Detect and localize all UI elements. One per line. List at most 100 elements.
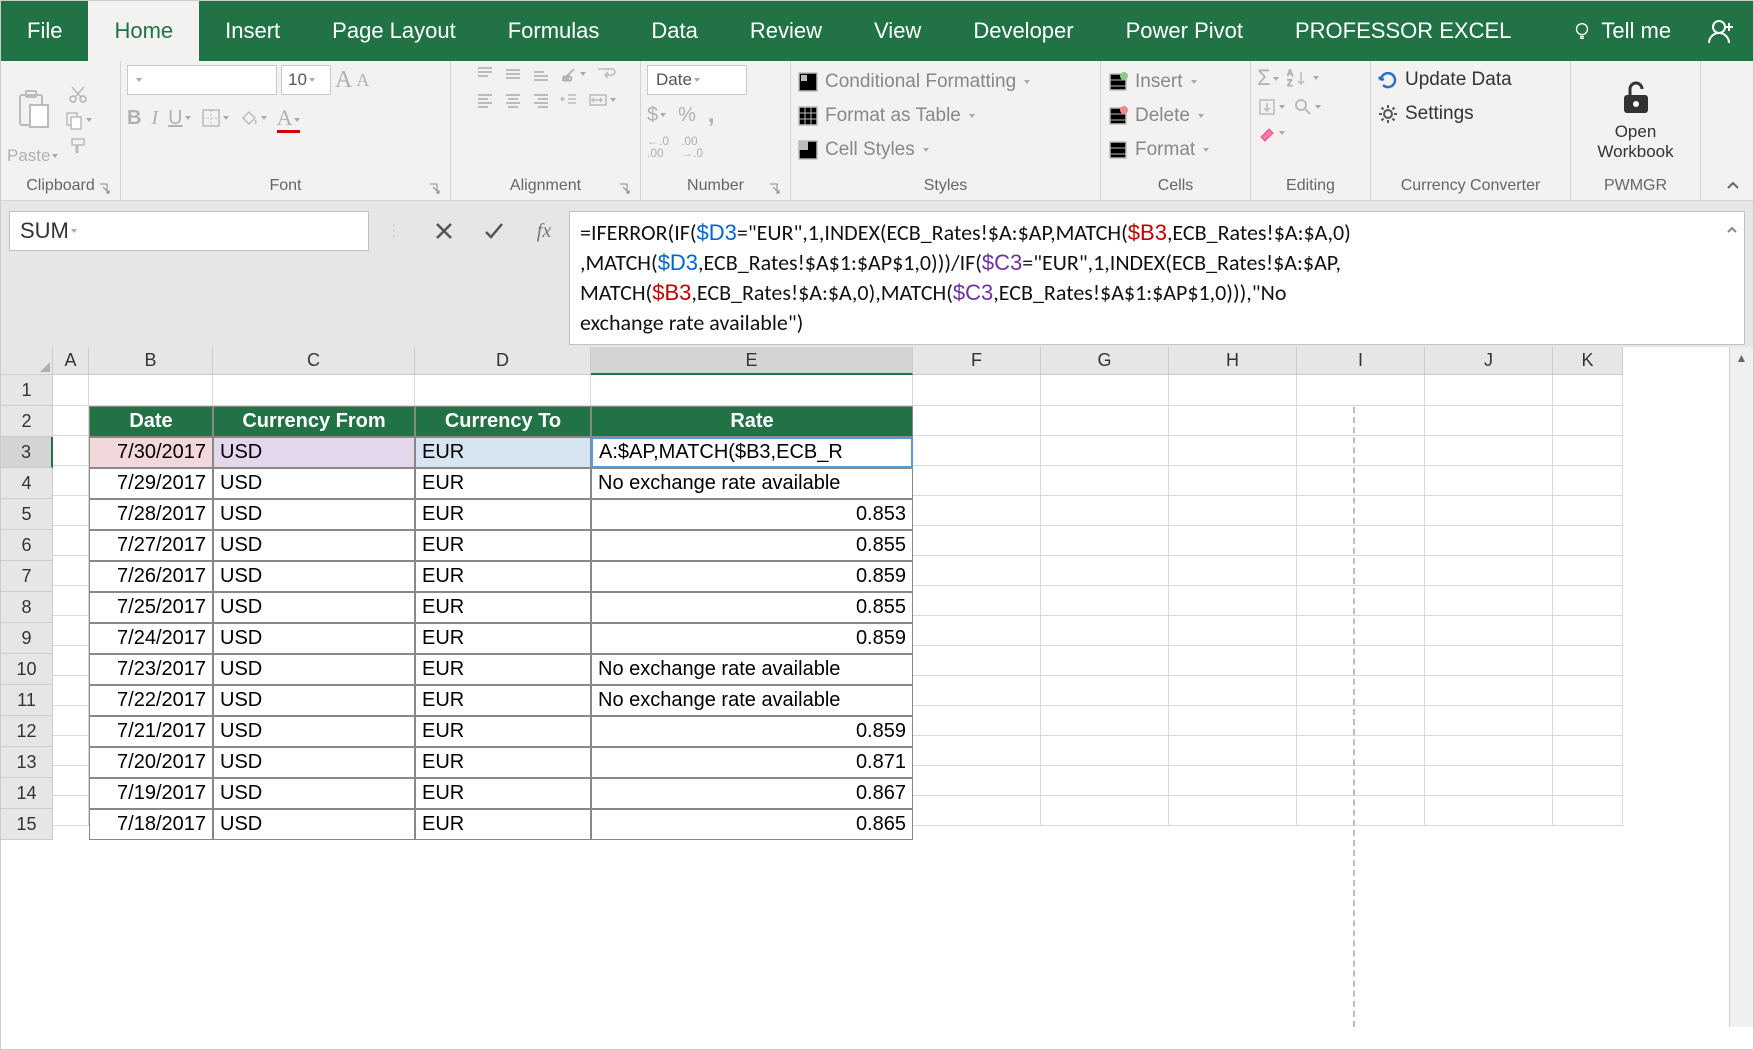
currency-format-button[interactable]: $ xyxy=(647,104,666,127)
cell-E7[interactable]: 0.859 xyxy=(591,561,913,592)
table-header-date[interactable]: Date xyxy=(89,406,213,437)
cell-D11[interactable]: EUR xyxy=(415,685,591,716)
cell-E12[interactable]: 0.859 xyxy=(591,716,913,747)
row-header-7[interactable]: 7 xyxy=(1,561,53,592)
find-button[interactable] xyxy=(1293,97,1321,117)
autosum-button[interactable]: Σ xyxy=(1257,65,1279,91)
cell-C9[interactable]: USD xyxy=(213,623,415,654)
font-name-selector[interactable] xyxy=(127,65,277,95)
column-header-I[interactable]: I xyxy=(1297,347,1425,375)
align-bottom-button[interactable] xyxy=(532,65,550,83)
row-header-6[interactable]: 6 xyxy=(1,530,53,561)
increase-decimal-button[interactable]: ←.0.00 xyxy=(647,135,669,159)
cell-E5[interactable]: 0.853 xyxy=(591,499,913,530)
sort-filter-button[interactable]: AZ xyxy=(1287,68,1319,88)
cell-D12[interactable]: EUR xyxy=(415,716,591,747)
row-header-14[interactable]: 14 xyxy=(1,778,53,809)
open-workbook-button[interactable]: Open Workbook xyxy=(1597,77,1673,162)
column-header-E[interactable]: E xyxy=(591,347,913,375)
cell-E13[interactable]: 0.871 xyxy=(591,747,913,778)
column-header-F[interactable]: F xyxy=(913,347,1041,375)
row-header-15[interactable]: 15 xyxy=(1,809,53,840)
conditional-formatting-button[interactable]: Conditional Formatting xyxy=(797,65,1030,99)
tab-review[interactable]: Review xyxy=(724,1,848,61)
cell-B4[interactable]: 7/29/2017 xyxy=(89,468,213,499)
underline-button[interactable]: U xyxy=(168,107,190,130)
name-box[interactable]: SUM xyxy=(9,211,369,251)
number-format-selector[interactable]: Date xyxy=(647,65,747,95)
cell-D15[interactable]: EUR xyxy=(415,809,591,840)
cell-C11[interactable]: USD xyxy=(213,685,415,716)
cell-D14[interactable]: EUR xyxy=(415,778,591,809)
cell-C10[interactable]: USD xyxy=(213,654,415,685)
tell-me-search[interactable]: Tell me xyxy=(1545,1,1697,61)
expand-formula-bar-icon[interactable] xyxy=(1724,216,1740,246)
cell-E4[interactable]: No exchange rate available xyxy=(591,468,913,499)
cell-E11[interactable]: No exchange rate available xyxy=(591,685,913,716)
cell-D5[interactable]: EUR xyxy=(415,499,591,530)
format-as-table-button[interactable]: Format as Table xyxy=(797,99,975,133)
row-header-8[interactable]: 8 xyxy=(1,592,53,623)
cell-B13[interactable]: 7/20/2017 xyxy=(89,747,213,778)
format-painter-button[interactable] xyxy=(64,136,92,156)
increase-font-button[interactable]: A xyxy=(335,67,352,94)
table-header-from[interactable]: Currency From xyxy=(213,406,415,437)
font-dialog-launcher[interactable] xyxy=(428,182,442,196)
merge-button[interactable] xyxy=(588,91,616,109)
scroll-up-button[interactable]: ▲ xyxy=(1736,347,1748,369)
row-header-2[interactable]: 2 xyxy=(1,406,53,437)
row-header-9[interactable]: 9 xyxy=(1,623,53,654)
row-header-1[interactable]: 1 xyxy=(1,375,53,406)
cell-E8[interactable]: 0.855 xyxy=(591,592,913,623)
column-header-B[interactable]: B xyxy=(89,347,213,375)
cell-D13[interactable]: EUR xyxy=(415,747,591,778)
tab-file[interactable]: File xyxy=(1,1,88,61)
column-header-J[interactable]: J xyxy=(1425,347,1553,375)
delete-cells-button[interactable]: Delete xyxy=(1107,99,1204,133)
cell-B3[interactable]: 7/30/2017 xyxy=(89,437,213,468)
alignment-dialog-launcher[interactable] xyxy=(618,182,632,196)
paste-label[interactable]: Paste xyxy=(7,146,58,166)
bold-button[interactable]: B xyxy=(127,107,141,130)
font-size-selector[interactable]: 10 xyxy=(281,65,331,95)
cell-D10[interactable]: EUR xyxy=(415,654,591,685)
tab-professor-excel[interactable]: PROFESSOR EXCEL xyxy=(1269,1,1537,61)
row-header-5[interactable]: 5 xyxy=(1,499,53,530)
align-right-button[interactable] xyxy=(532,91,550,109)
cell-B10[interactable]: 7/23/2017 xyxy=(89,654,213,685)
collapse-ribbon-button[interactable] xyxy=(1713,61,1753,200)
cell-C4[interactable]: USD xyxy=(213,468,415,499)
cell-D6[interactable]: EUR xyxy=(415,530,591,561)
clear-button[interactable] xyxy=(1257,123,1285,143)
percent-format-button[interactable]: % xyxy=(678,104,696,127)
tab-developer[interactable]: Developer xyxy=(947,1,1099,61)
font-color-button[interactable]: A xyxy=(277,105,301,131)
cell-B7[interactable]: 7/26/2017 xyxy=(89,561,213,592)
table-header-rate[interactable]: Rate xyxy=(591,406,913,437)
tab-insert[interactable]: Insert xyxy=(199,1,306,61)
cell-E3[interactable]: A:$AP,MATCH($B3,ECB_R xyxy=(591,437,913,468)
border-button[interactable] xyxy=(201,108,229,128)
comma-format-button[interactable]: , xyxy=(708,101,715,129)
row-header-12[interactable]: 12 xyxy=(1,716,53,747)
share-button[interactable] xyxy=(1703,1,1735,61)
cut-button[interactable] xyxy=(64,84,92,104)
decrease-font-button[interactable]: A xyxy=(356,70,369,91)
cell-C3[interactable]: USD xyxy=(213,437,415,468)
cell-C8[interactable]: USD xyxy=(213,592,415,623)
tab-data[interactable]: Data xyxy=(625,1,723,61)
column-header-G[interactable]: G xyxy=(1041,347,1169,375)
italic-button[interactable]: I xyxy=(151,107,158,130)
cell-D9[interactable]: EUR xyxy=(415,623,591,654)
cell-B14[interactable]: 7/19/2017 xyxy=(89,778,213,809)
cell-C14[interactable]: USD xyxy=(213,778,415,809)
align-center-button[interactable] xyxy=(504,91,522,109)
tab-page-layout[interactable]: Page Layout xyxy=(306,1,482,61)
formula-input[interactable]: =IFERROR(IF($D3="EUR",1,INDEX(ECB_Rates!… xyxy=(569,211,1745,345)
cell-reference-button[interactable]: ⋮ xyxy=(369,211,419,251)
cell-styles-button[interactable]: Cell Styles xyxy=(797,133,929,167)
cell-B5[interactable]: 7/28/2017 xyxy=(89,499,213,530)
cell-D3[interactable]: EUR xyxy=(415,437,591,468)
cell-C6[interactable]: USD xyxy=(213,530,415,561)
copy-button[interactable] xyxy=(64,110,92,130)
